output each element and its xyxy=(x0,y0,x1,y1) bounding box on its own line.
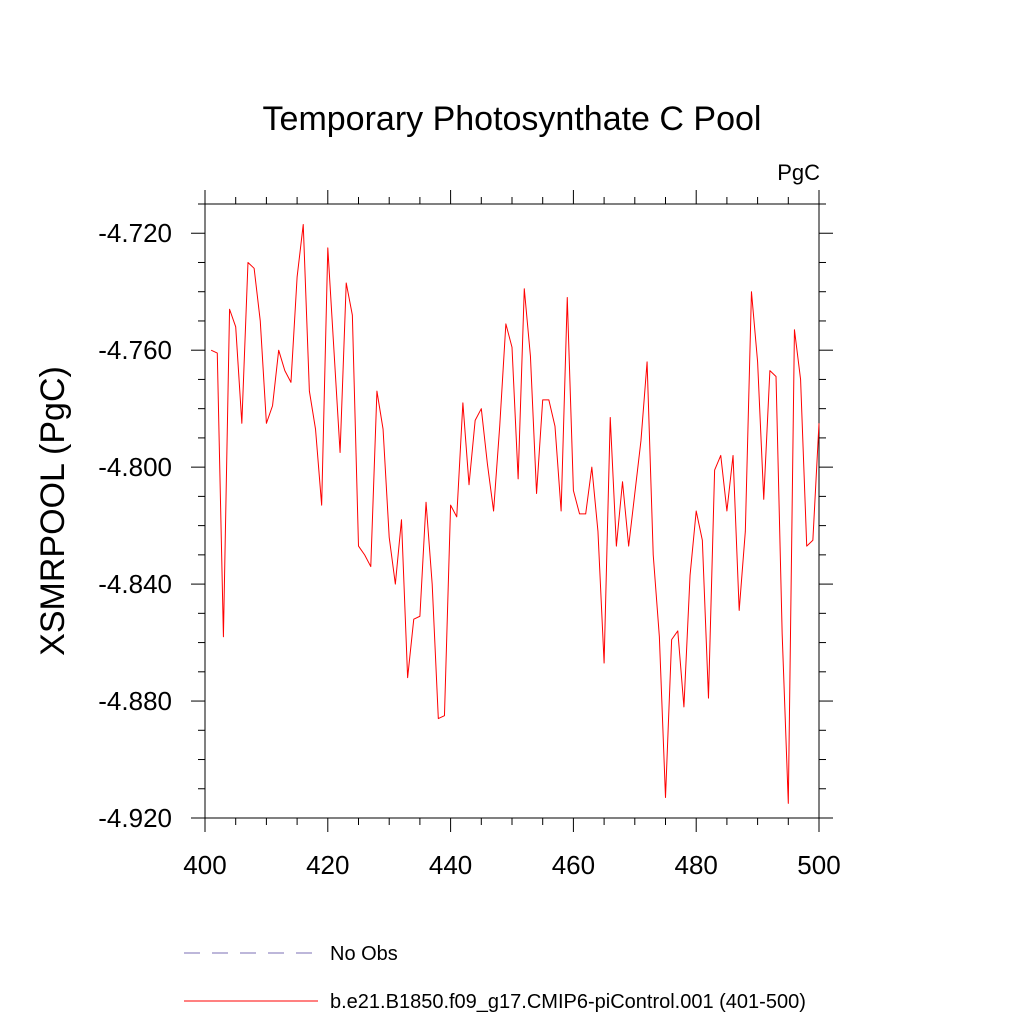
y-tick-label: -4.880 xyxy=(98,686,172,716)
x-tick-label: 420 xyxy=(306,850,349,880)
y-tick-label: -4.840 xyxy=(98,569,172,599)
series-line-1 xyxy=(210,223,820,804)
x-tick-label: 460 xyxy=(552,850,595,880)
legend: No Obs b.e21.B1850.f09_g17.CMIP6-piContr… xyxy=(184,943,806,1013)
x-tick-label: 440 xyxy=(429,850,472,880)
y-tick-label: -4.920 xyxy=(98,803,172,833)
series-layer xyxy=(210,223,820,804)
y-tick-label: -4.760 xyxy=(98,335,172,365)
legend-label-picontrol: b.e21.B1850.f09_g17.CMIP6-piControl.001 … xyxy=(330,991,806,1013)
y-tick-label: -4.800 xyxy=(98,452,172,482)
axis-ticks xyxy=(191,190,833,832)
units-label: PgC xyxy=(777,160,820,185)
x-tick-label: 400 xyxy=(183,850,226,880)
chart-title: Temporary Photosynthate C Pool xyxy=(263,100,762,138)
x-tick-label: 500 xyxy=(797,850,840,880)
y-tick-label: -4.720 xyxy=(98,218,172,248)
axis-tick-labels: 400 420 440 460 480 500 -4.720 -4.760 -4.800 -4.8… xyxy=(98,218,840,880)
legend-label-no-obs: No Obs xyxy=(330,943,398,965)
y-axis-label: XSMRPOOL (PgC) xyxy=(34,366,72,656)
x-tick-label: 480 xyxy=(675,850,718,880)
